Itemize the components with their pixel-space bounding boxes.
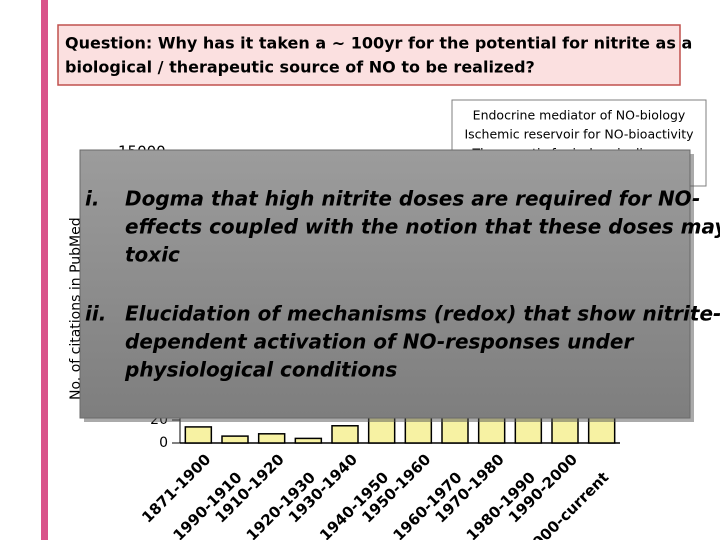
question-text: Question: Why has it taken a ~ 100yr for… — [65, 34, 692, 53]
item-text: physiological conditions — [124, 358, 397, 382]
bar — [331, 425, 359, 444]
item-text: effects coupled with the notion that the… — [125, 215, 720, 239]
item-text: Dogma that high nitrite doses are requir… — [125, 187, 700, 211]
overlay-box — [79, 149, 691, 419]
item-text: dependent activation of NO-responses und… — [125, 330, 634, 354]
bar — [294, 437, 323, 444]
question-box — [57, 24, 681, 86]
y-tick-label: 0 — [159, 435, 168, 451]
item-text: Elucidation of mechanisms (redox) that s… — [125, 302, 720, 326]
accent-bar — [41, 0, 48, 540]
info-text: Endocrine mediator of NO-biology — [473, 108, 686, 123]
item-marker: i. — [85, 187, 99, 211]
foreground: Question: Why has it taken a ~ 100yr for… — [57, 24, 720, 422]
bar — [184, 426, 213, 444]
item-text: toxic — [125, 243, 180, 267]
item-marker: ii. — [85, 302, 106, 326]
info-text: Ischemic reservoir for NO-bioactivity — [464, 127, 694, 142]
bar — [221, 435, 249, 444]
bar — [257, 433, 286, 444]
question-text: biological / therapeutic source of NO to… — [65, 58, 535, 77]
